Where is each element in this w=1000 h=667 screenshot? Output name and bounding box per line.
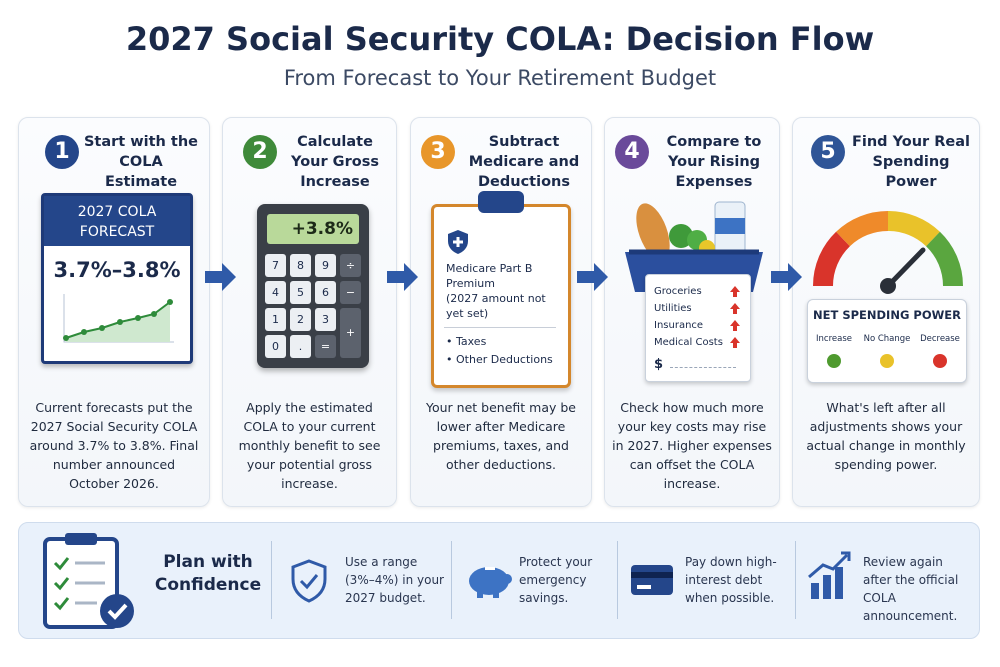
divider [617, 541, 618, 619]
clipboard: Medicare Part B Premium (2027 amount not… [431, 191, 571, 388]
spending-panel: NET SPENDING POWER Increase No Change De… [807, 299, 967, 383]
legend-dot [827, 354, 841, 368]
premium-note: (2027 amount not yet set) [446, 292, 546, 320]
clip [478, 191, 524, 213]
tip-text: Use a range (3%–4%) in your 2027 budget. [345, 555, 444, 605]
separator [444, 327, 556, 328]
step-title: Find Your Real Spending Power [851, 134, 971, 190]
expense-item: Insurance [654, 320, 704, 331]
tip-text: Review again after the official COLA ann… [863, 555, 959, 623]
calculator-key: 5 [290, 281, 311, 304]
expense-item: Utilities [654, 303, 692, 314]
step-number: 4 [615, 135, 649, 169]
calculator-key: 3 [315, 308, 336, 331]
expense-item: Groceries [654, 286, 702, 297]
trend-chart [63, 294, 174, 343]
tip-text: Protect your emergency savings. [519, 555, 593, 605]
step-card: 1 Start with the COLA Estimate 2027 COLA… [18, 117, 210, 507]
calculator-key: ÷ [340, 254, 361, 277]
deduction-text: Taxes [456, 335, 487, 348]
divider [451, 541, 452, 619]
calculator-key: 1 [265, 308, 286, 331]
keypad: 7 8 9 ÷ 4 5 6− 1 2 3 +0. = [265, 254, 361, 360]
legend-label: Decrease [920, 334, 960, 344]
step-card: 3 Subtract Medicare and Deductions Medic… [410, 117, 592, 507]
forecast-value: 3.7%–3.8% [53, 258, 181, 282]
deduction-item: • Taxes [446, 335, 487, 348]
expense-receipt: Groceries Utilities Insurance Medical Co… [645, 274, 751, 382]
step-number: 5 [811, 135, 845, 169]
subtitle: From Forecast to Your Retirement Budget [283, 66, 717, 90]
calculator-key: . [290, 335, 311, 358]
growth-icon [808, 551, 851, 599]
amount-line [670, 367, 736, 368]
step-title: Start with the COLA Estimate [83, 134, 199, 190]
legend-dot [880, 354, 894, 368]
panel-title: NET SPENDING POWER [812, 308, 961, 322]
step-title: Calculate Your Gross Increase [291, 134, 379, 190]
deduction-text: Other Deductions [456, 353, 553, 366]
step-description: Your net benefit may be lower after Medi… [426, 400, 576, 472]
step-number: 3 [421, 135, 455, 169]
checklist-icon [43, 533, 134, 629]
calculator-key: 2 [290, 308, 311, 331]
deduction-item: • Other Deductions [446, 353, 553, 366]
currency-sign: $ [654, 357, 664, 372]
shield-check-icon [291, 559, 327, 603]
gauge [813, 210, 963, 294]
flow-arrows [205, 263, 802, 291]
legend-label: No Change [863, 334, 911, 344]
step-number: 1 [45, 135, 79, 169]
piggy-bank-icon [469, 567, 512, 598]
title: 2027 Social Security COLA: Decision Flow [125, 20, 875, 58]
credit-card-icon [631, 565, 673, 595]
calculator: +3.8% 7 8 9 ÷ 4 5 6− 1 2 3 +0. = [257, 204, 369, 368]
up-arrows [730, 286, 740, 348]
divider [795, 541, 796, 619]
legend-label: Increase [816, 334, 852, 344]
calculator-key: 4 [265, 281, 286, 304]
step-card: 4 Compare to Your Rising Expenses Grocer… [604, 117, 780, 507]
forecast-title: 2027 COLA FORECAST [44, 196, 190, 246]
tip-text: Pay down high-interest debt when possibl… [685, 555, 777, 605]
calculator-key: 8 [290, 254, 311, 277]
shield-icon [448, 230, 468, 254]
footer-title: Plan with Confidence [154, 552, 262, 595]
premium-label: Medicare Part B Premium [446, 262, 533, 290]
footer-panel: Plan with Confidence Use a range (3%–4%)… [18, 522, 980, 639]
step-description: Check how much more your key costs may r… [612, 400, 772, 491]
step-title: Subtract Medicare and Deductions [468, 134, 580, 190]
calculator-key: − [340, 281, 361, 304]
calculator-key: 0 [265, 335, 286, 358]
calculator-key: 7 [265, 254, 286, 277]
step-description: What's left after all adjustments shows … [806, 400, 966, 472]
legend-dot [933, 354, 947, 368]
divider [271, 541, 272, 619]
calculator-key: 6 [315, 281, 336, 304]
calculator-key: + [340, 308, 361, 358]
step-description: Current forecasts put the 2027 Social Se… [29, 400, 199, 491]
step-card: 5 Find Your Real Spending Power NET SPEN… [792, 117, 980, 507]
step-number: 2 [243, 135, 277, 169]
forecast-card: 2027 COLA FORECAST 3.7%–3.8% [41, 193, 193, 364]
calculator-display: +3.8% [267, 214, 359, 244]
expense-item: Medical Costs [654, 337, 723, 348]
calculator-key: = [315, 335, 336, 358]
expense-list: Groceries Utilities Insurance Medical Co… [654, 283, 723, 351]
step-title: Compare to Your Rising Expenses [666, 134, 762, 190]
step-description: Apply the estimated COLA to your current… [238, 400, 381, 491]
calculator-key: 9 [315, 254, 336, 277]
